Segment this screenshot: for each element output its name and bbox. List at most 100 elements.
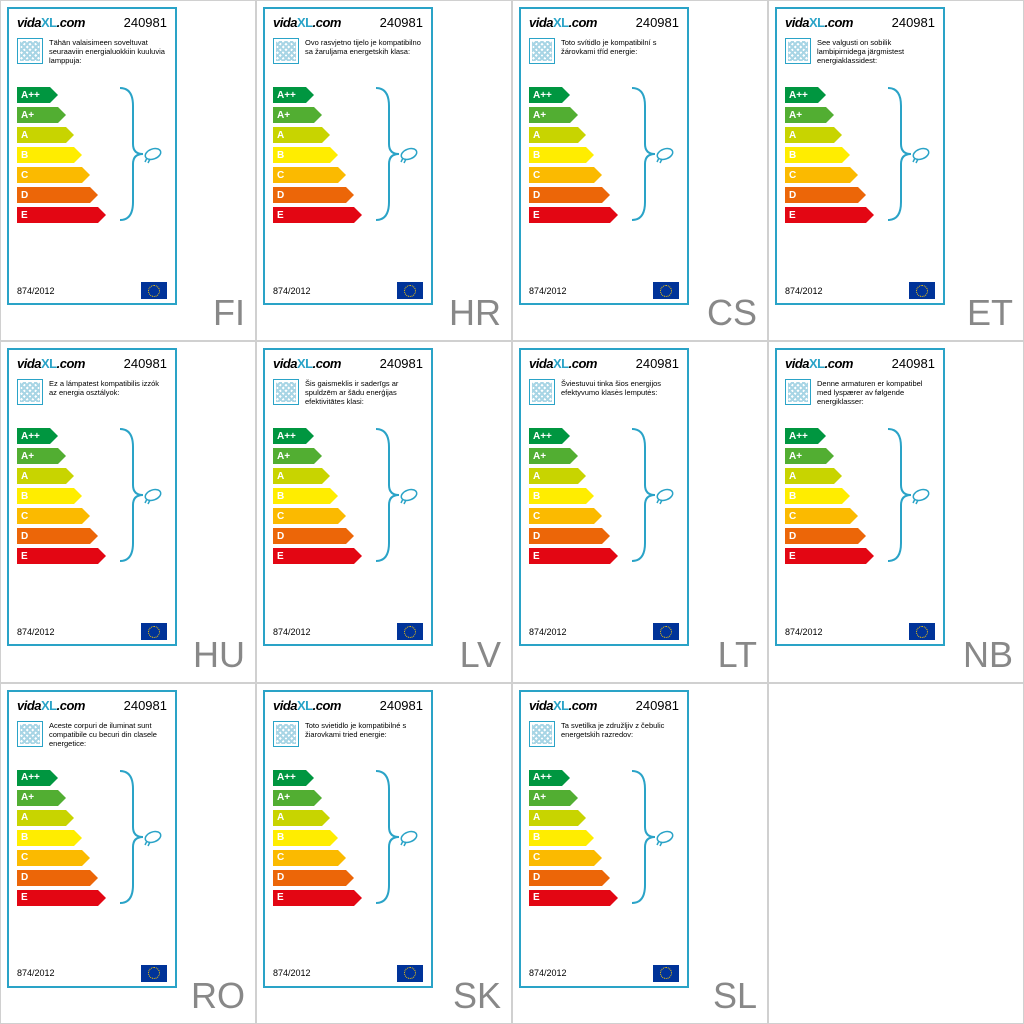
regulation-text: 874/2012: [529, 968, 567, 978]
energy-arrow: A++: [529, 770, 570, 786]
energy-arrow-body: A: [17, 810, 66, 826]
energy-arrow-head: [322, 810, 330, 826]
energy-arrow-head: [66, 810, 74, 826]
eu-flag-icon: [653, 282, 679, 299]
energy-arrow: B: [17, 147, 82, 163]
energy-arrow-body: A+: [529, 107, 570, 123]
product-id: 240981: [636, 15, 679, 30]
energy-arrow-body: A+: [785, 448, 826, 464]
grid-cell: vidaXL.com 240981 Toto svietidlo je kompat…: [256, 683, 512, 1024]
energy-arrow: A++: [529, 87, 570, 103]
energy-arrow-body: A: [273, 127, 322, 143]
energy-arrow-body: A: [529, 810, 578, 826]
energy-arrow: A++: [529, 428, 570, 444]
energy-arrow: B: [273, 488, 338, 504]
energy-arrow: A: [529, 810, 586, 826]
energy-arrow-head: [354, 890, 362, 906]
energy-arrow-head: [314, 107, 322, 123]
card-footer: 874/2012: [273, 282, 423, 299]
energy-arrow-body: A+: [529, 790, 570, 806]
regulation-text: 874/2012: [529, 286, 567, 296]
energy-arrow-body: C: [273, 167, 338, 183]
energy-arrow: C: [529, 850, 602, 866]
product-thumb-icon: [17, 721, 43, 747]
energy-arrow-head: [354, 548, 362, 564]
energy-bars: A++A+ABCDE: [521, 423, 687, 565]
energy-arrow-body: B: [785, 147, 842, 163]
energy-arrow: E: [529, 207, 618, 223]
energy-bars: A++A+ABCDE: [521, 765, 687, 907]
regulation-text: 874/2012: [529, 627, 567, 637]
energy-arrow-body: E: [529, 890, 610, 906]
energy-arrow-body: A: [785, 468, 834, 484]
energy-arrow: A+: [273, 107, 322, 123]
energy-arrow-body: C: [17, 167, 82, 183]
energy-arrow-body: A+: [17, 107, 58, 123]
energy-arrow: A: [529, 468, 586, 484]
energy-arrow: A++: [273, 770, 314, 786]
energy-arrow-head: [58, 107, 66, 123]
energy-arrow-head: [866, 548, 874, 564]
grid-cell: vidaXL.com240981Aceste corpuri de ilumin…: [0, 683, 256, 1024]
grid-cell: vidaXL.com240981Ta svetilka je združljiv…: [512, 683, 768, 1024]
energy-arrow-head: [98, 548, 106, 564]
energy-arrow-head: [322, 468, 330, 484]
product-id: 240981: [892, 356, 935, 371]
brand-logo: vidaXL.com: [273, 698, 341, 713]
energy-arrow: A+: [529, 107, 578, 123]
energy-arrow-head: [330, 830, 338, 846]
card-header: vidaXL.com240981: [521, 9, 687, 34]
grid-cell: vidaXL.com240981Toto svítidlo je kompati…: [512, 0, 768, 341]
energy-arrow: A: [273, 127, 330, 143]
energy-arrow-head: [322, 127, 330, 143]
energy-arrow-head: [586, 830, 594, 846]
language-code: FI: [213, 292, 245, 334]
energy-arrow-head: [82, 508, 90, 524]
energy-bars: A++A+ABCDE: [777, 423, 943, 565]
card-header: vidaXL.com240981: [9, 9, 175, 34]
energy-arrow: B: [529, 488, 594, 504]
card-header: vidaXL.com240981: [265, 9, 431, 34]
energy-arrow-body: A+: [17, 790, 58, 806]
product-id: 240981: [892, 15, 935, 30]
energy-arrow-head: [82, 167, 90, 183]
bulb-bracket: [627, 427, 677, 563]
energy-arrow-head: [330, 488, 338, 504]
language-code: LT: [718, 634, 757, 676]
regulation-text: 874/2012: [785, 286, 823, 296]
energy-arrow-head: [858, 187, 866, 203]
card-header: vidaXL.com240981: [265, 350, 431, 375]
energy-arrow-head: [346, 528, 354, 544]
energy-arrow: A+: [529, 790, 578, 806]
energy-arrow-head: [834, 468, 842, 484]
energy-arrow-body: A: [529, 127, 578, 143]
energy-arrow-body: D: [17, 870, 90, 886]
energy-arrow: D: [785, 528, 866, 544]
card-footer: 874/2012: [17, 965, 167, 982]
energy-arrow: D: [17, 187, 98, 203]
energy-arrow-head: [562, 87, 570, 103]
regulation-text: 874/2012: [785, 627, 823, 637]
energy-arrow-body: B: [17, 147, 74, 163]
energy-arrow-head: [66, 127, 74, 143]
energy-arrow-head: [850, 508, 858, 524]
energy-arrow-head: [578, 468, 586, 484]
energy-arrow-body: A+: [529, 448, 570, 464]
product-id: 240981: [380, 698, 423, 713]
energy-arrow: C: [785, 508, 858, 524]
description-text: Ta svetilka je združljiv z čebulic energ…: [561, 721, 679, 761]
eu-flag-icon: [141, 282, 167, 299]
energy-label-card: vidaXL.com240981Tähän valaisimeen sovelt…: [7, 7, 177, 305]
energy-arrow-head: [74, 488, 82, 504]
info-row: Toto svietidlo je kompatibilné s žiarovk…: [265, 717, 431, 765]
energy-arrow-head: [570, 107, 578, 123]
energy-label-card: vidaXL.com240981See valgusti on sobilik …: [775, 7, 945, 305]
energy-arrow-body: C: [785, 167, 850, 183]
card-footer: 874/2012: [529, 623, 679, 640]
energy-bars: A++A+ABCDE: [265, 82, 431, 224]
energy-arrow-body: B: [17, 830, 74, 846]
energy-arrow: E: [273, 207, 362, 223]
product-thumb-icon: [273, 721, 299, 747]
energy-arrow-body: E: [17, 548, 98, 564]
card-footer: 874/2012: [785, 282, 935, 299]
